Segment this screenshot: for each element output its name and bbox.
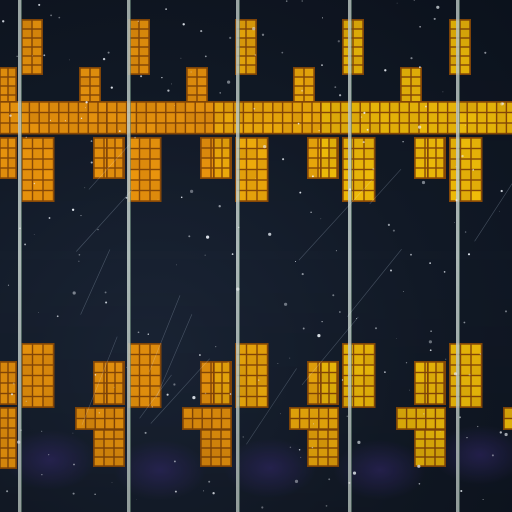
panel-artwork: [0, 0, 512, 512]
solar-panel-tile-scene: [0, 0, 512, 512]
vignette-overlay: [0, 0, 512, 512]
